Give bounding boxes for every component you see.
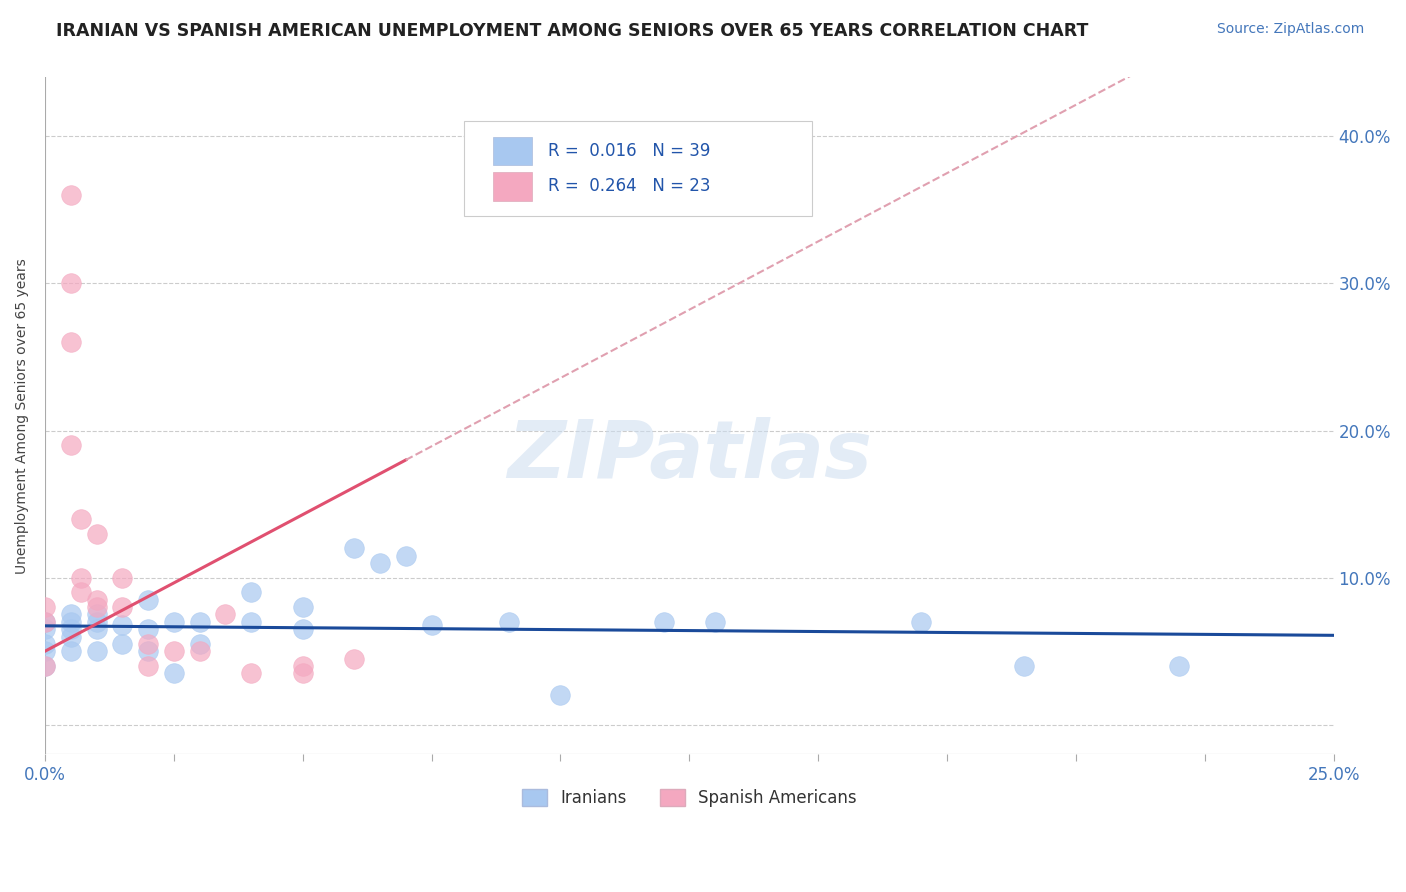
Point xyxy=(188,615,211,629)
Point xyxy=(34,615,56,629)
Point xyxy=(240,666,263,681)
Point xyxy=(136,592,159,607)
Point xyxy=(70,585,93,599)
Point xyxy=(136,659,159,673)
Point xyxy=(34,637,56,651)
Point xyxy=(652,615,675,629)
Point xyxy=(111,600,134,615)
Point xyxy=(163,666,186,681)
Point xyxy=(34,600,56,615)
Point xyxy=(214,607,236,622)
Legend: Iranians, Spanish Americans: Iranians, Spanish Americans xyxy=(515,782,863,814)
Point xyxy=(86,644,108,658)
Point xyxy=(550,689,572,703)
Point xyxy=(240,615,263,629)
Text: R =  0.264   N = 23: R = 0.264 N = 23 xyxy=(547,178,710,195)
Point xyxy=(291,600,314,615)
Point xyxy=(86,607,108,622)
Point xyxy=(59,607,82,622)
Point xyxy=(188,637,211,651)
Point xyxy=(136,622,159,636)
Point xyxy=(86,592,108,607)
Point xyxy=(240,585,263,599)
Point xyxy=(343,541,366,556)
Point xyxy=(420,617,443,632)
Point xyxy=(111,571,134,585)
Point xyxy=(59,622,82,636)
Point xyxy=(163,615,186,629)
Point xyxy=(111,637,134,651)
FancyBboxPatch shape xyxy=(494,137,531,165)
Point xyxy=(498,615,520,629)
Point xyxy=(34,659,56,673)
Point xyxy=(188,644,211,658)
Point xyxy=(136,637,159,651)
Point xyxy=(86,600,108,615)
Text: ZIPatlas: ZIPatlas xyxy=(506,417,872,495)
Point xyxy=(136,644,159,658)
Point xyxy=(910,615,932,629)
Point xyxy=(291,666,314,681)
Text: Source: ZipAtlas.com: Source: ZipAtlas.com xyxy=(1216,22,1364,37)
Point xyxy=(86,622,108,636)
Point xyxy=(368,556,391,570)
Point xyxy=(59,188,82,202)
Point xyxy=(59,335,82,350)
Point xyxy=(34,615,56,629)
Y-axis label: Unemployment Among Seniors over 65 years: Unemployment Among Seniors over 65 years xyxy=(15,258,30,574)
Point xyxy=(163,644,186,658)
Point xyxy=(59,615,82,629)
Point xyxy=(395,549,418,563)
Point xyxy=(704,615,727,629)
Point xyxy=(343,651,366,665)
Point xyxy=(34,644,56,658)
Point xyxy=(70,512,93,526)
Point xyxy=(59,630,82,644)
Text: IRANIAN VS SPANISH AMERICAN UNEMPLOYMENT AMONG SENIORS OVER 65 YEARS CORRELATION: IRANIAN VS SPANISH AMERICAN UNEMPLOYMENT… xyxy=(56,22,1088,40)
Point xyxy=(1168,659,1191,673)
Point xyxy=(59,277,82,291)
Point xyxy=(59,438,82,452)
Point xyxy=(59,644,82,658)
Point xyxy=(111,617,134,632)
Point xyxy=(70,571,93,585)
Point xyxy=(34,659,56,673)
Point xyxy=(291,659,314,673)
Point xyxy=(291,622,314,636)
Point xyxy=(1014,659,1036,673)
FancyBboxPatch shape xyxy=(464,121,811,216)
Point xyxy=(86,526,108,541)
Point xyxy=(34,622,56,636)
Text: R =  0.016   N = 39: R = 0.016 N = 39 xyxy=(547,142,710,161)
FancyBboxPatch shape xyxy=(494,172,531,201)
Point xyxy=(86,615,108,629)
